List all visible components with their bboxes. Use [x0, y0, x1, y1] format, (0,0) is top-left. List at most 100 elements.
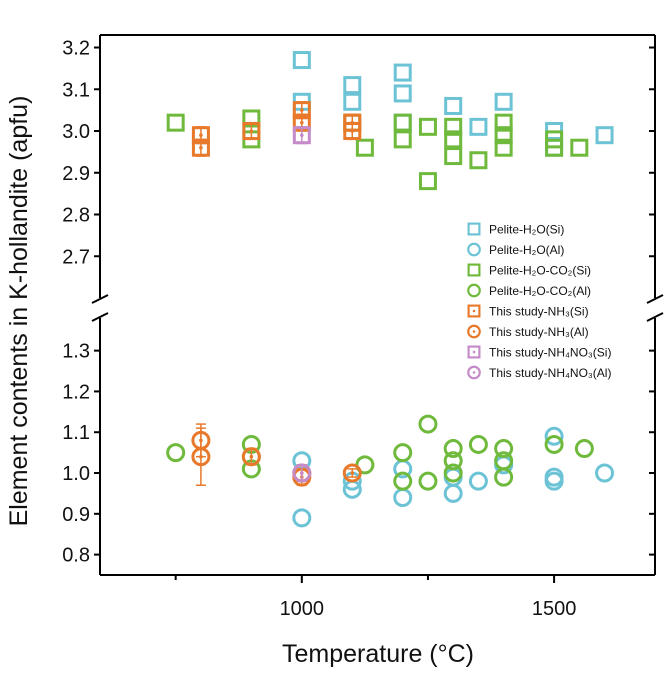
data-point — [418, 471, 438, 491]
data-point-shape — [418, 414, 438, 434]
legend-marker — [467, 324, 481, 339]
data-point-shape — [544, 471, 564, 491]
data-point-dot — [199, 454, 203, 459]
data-point-shape — [443, 451, 463, 471]
data-point-shape — [494, 92, 513, 111]
data-point — [468, 434, 488, 454]
data-point — [393, 130, 412, 149]
legend: Pelite-H₂O(Si) Pelite-H₂O(Al) Pelite-H₂O-C… — [467, 222, 611, 380]
data-point-dot — [249, 454, 254, 459]
data-point — [393, 84, 412, 103]
data-point-shape — [494, 138, 513, 157]
data-point-shape — [443, 483, 463, 503]
legend-label: Pelite-H₂O-CO₂(Al) — [489, 284, 591, 298]
legend-label: This study-NH₄NO₃(Si) — [489, 346, 611, 360]
data-point — [343, 76, 362, 95]
data-point-dot — [300, 471, 304, 475]
series-1 — [292, 426, 615, 528]
y-tick-label: 1.2 — [62, 381, 90, 403]
data-point — [494, 113, 513, 132]
series-3 — [166, 414, 594, 491]
data-point-shape — [418, 172, 437, 191]
legend-entry: Pelite-H₂O-CO₂(Si) — [467, 263, 591, 278]
data-point — [444, 147, 463, 166]
data-point — [418, 117, 437, 136]
data-point-dot — [249, 129, 254, 133]
data-point — [342, 463, 362, 483]
data-point-shape — [443, 463, 463, 483]
legend-marker-shape — [467, 263, 481, 277]
y-tick-label: 0.9 — [62, 504, 90, 526]
data-point-shape — [166, 113, 185, 132]
data-point — [595, 463, 615, 483]
data-point-dot — [199, 145, 203, 150]
data-point — [242, 122, 261, 141]
data-point — [444, 117, 463, 136]
data-point-shape — [292, 126, 311, 145]
data-point — [494, 92, 513, 111]
axis-break-mark-left — [91, 294, 109, 304]
data-point-shape — [444, 117, 463, 136]
series-4 — [191, 101, 362, 157]
data-point — [343, 122, 362, 141]
legend-marker — [467, 345, 481, 359]
legend-marker — [467, 304, 481, 318]
data-point-shape — [469, 151, 488, 170]
y-tick-label: 3.0 — [62, 121, 90, 143]
data-point — [468, 471, 488, 491]
data-point-shape — [393, 113, 412, 132]
legend-marker — [467, 222, 481, 236]
data-point-shape — [166, 443, 186, 463]
data-point — [443, 451, 463, 471]
data-point-shape — [343, 122, 362, 141]
data-point — [292, 508, 312, 528]
legend-label: This study-NH₃(Si) — [489, 305, 589, 319]
data-point — [292, 51, 311, 70]
data-point — [443, 483, 463, 503]
legend-entry: Pelite-H₂O(Si) — [467, 222, 564, 237]
data-point-shape — [544, 426, 564, 446]
legend-entry: This study-NH₄NO₃(Si) — [467, 345, 611, 360]
y-tick-label: 2.9 — [62, 163, 90, 185]
data-point-shape — [469, 117, 488, 136]
axis-break-mark-left — [91, 312, 109, 322]
legend-entry: This study-NH₄NO₃(Al) — [467, 365, 611, 380]
legend-marker-dot — [472, 309, 476, 313]
data-point — [469, 117, 488, 136]
series-5 — [191, 423, 362, 487]
legend-label: Pelite-H₂O-CO₂(Si) — [489, 264, 591, 278]
data-point-dot — [350, 129, 355, 133]
data-point-shape — [191, 138, 210, 157]
data-point-dot — [300, 133, 304, 137]
legend-marker-dot — [472, 371, 476, 374]
data-point-dot — [199, 133, 203, 137]
legend-label: Pelite-H₂O(Al) — [489, 243, 564, 257]
data-point-shape — [444, 130, 463, 149]
data-point — [393, 487, 413, 507]
data-point — [545, 138, 564, 157]
legend-marker — [467, 283, 481, 298]
data-point-shape — [494, 113, 513, 132]
data-point — [544, 471, 564, 491]
data-point-shape — [570, 138, 589, 157]
data-point — [292, 126, 311, 145]
data-point-shape — [444, 96, 463, 115]
series-0 — [292, 51, 614, 157]
data-point-shape — [444, 147, 463, 166]
data-point — [393, 113, 412, 132]
axis-break-mark-right — [646, 312, 664, 322]
data-point-dot — [300, 108, 304, 112]
legend-label: Pelite-H₂O(Si) — [489, 223, 564, 237]
y-tick-label: 3.2 — [62, 38, 90, 60]
data-point-shape — [342, 463, 362, 483]
data-point-shape — [443, 439, 463, 459]
series-7 — [292, 463, 312, 483]
data-point-shape — [393, 443, 413, 463]
data-point-shape — [494, 126, 513, 145]
data-point — [443, 463, 463, 483]
data-point-shape — [393, 63, 412, 82]
data-point-shape — [343, 76, 362, 95]
data-point — [494, 439, 514, 459]
legend-marker-shape — [467, 304, 481, 318]
x-axis-title: Temperature (°C) — [282, 640, 474, 668]
